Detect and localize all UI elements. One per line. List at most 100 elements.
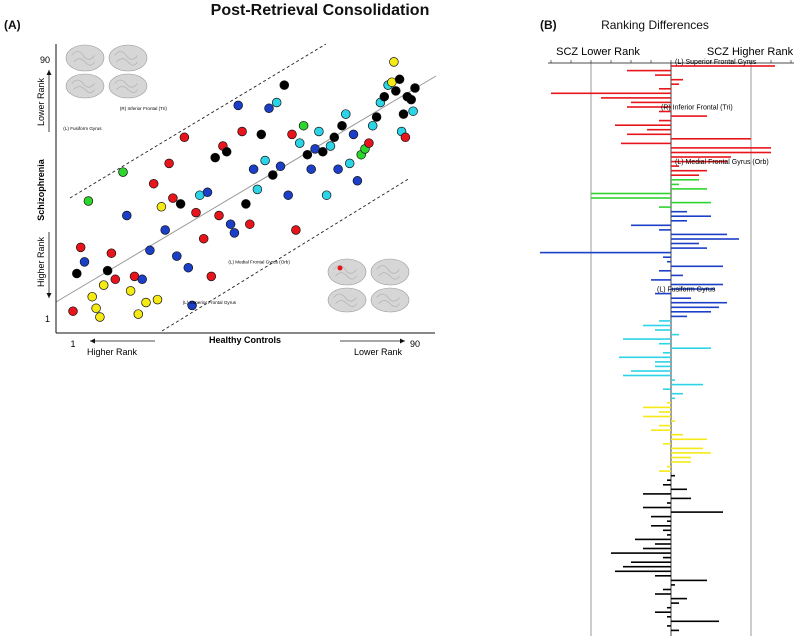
upper-band-line bbox=[69, 43, 327, 199]
scatter-annotation-3: (L) Superior Frontal Gyrus bbox=[183, 300, 237, 305]
scatter-point bbox=[98, 280, 109, 290]
ranking-bar bbox=[671, 65, 775, 67]
ranking-bar bbox=[643, 324, 671, 327]
scatter-point bbox=[206, 271, 217, 282]
ranking-bar bbox=[671, 115, 707, 117]
ranking-bar bbox=[671, 447, 703, 450]
ranking-bar bbox=[655, 292, 671, 295]
ranking-bar bbox=[671, 165, 679, 167]
ranking-bar bbox=[671, 474, 675, 477]
ranking-bar bbox=[655, 575, 671, 577]
scatter-point bbox=[371, 112, 382, 122]
scatter-point bbox=[175, 199, 186, 209]
lower-band-line bbox=[161, 177, 411, 332]
y-direction-top-label: Lower Rank bbox=[36, 77, 46, 126]
ranking-bar bbox=[667, 502, 671, 504]
ranking-bar bbox=[663, 256, 671, 258]
ranking-bar bbox=[671, 497, 691, 500]
scatter-point bbox=[183, 262, 194, 273]
bar-annotation-1: (R) Inferior Frontal (Tri) bbox=[661, 105, 733, 112]
scatter-point bbox=[400, 132, 411, 143]
scatter-point bbox=[291, 225, 301, 235]
ranking-bar bbox=[671, 584, 675, 586]
ranking-bar bbox=[671, 215, 711, 217]
ranking-bar bbox=[623, 338, 671, 340]
identity-line bbox=[55, 75, 437, 303]
ranking-bar bbox=[671, 238, 739, 240]
brain-render-icon bbox=[370, 258, 410, 286]
ranking-bar bbox=[671, 83, 679, 85]
ranking-bar bbox=[643, 415, 671, 418]
ranking-bar bbox=[623, 565, 671, 568]
scatter-point bbox=[367, 120, 378, 131]
bar-marks bbox=[540, 65, 775, 632]
y-tick-90: 90 bbox=[40, 55, 50, 65]
scatter-point bbox=[164, 158, 174, 169]
brain-render-thumbnails bbox=[65, 44, 410, 313]
x-right-arrowhead bbox=[400, 338, 405, 344]
ranking-bar bbox=[659, 424, 671, 427]
scatter-point bbox=[348, 129, 359, 140]
ranking-bar bbox=[671, 629, 679, 632]
ranking-bar bbox=[655, 74, 671, 76]
brain-render-icon bbox=[327, 258, 367, 286]
bar-axes bbox=[548, 60, 794, 636]
ranking-bar bbox=[623, 374, 671, 377]
ranking-bar bbox=[671, 288, 715, 290]
scatter-point bbox=[410, 83, 420, 93]
ranking-bar bbox=[663, 352, 671, 354]
ranking-bar bbox=[659, 470, 671, 472]
bar-annotation-3: (L) Fusiform Gyrus bbox=[657, 287, 716, 294]
brain-render-icon bbox=[327, 287, 367, 313]
scatter-point bbox=[341, 109, 351, 119]
ranking-bar bbox=[667, 606, 671, 609]
y-direction-bottom-label: Higher Rank bbox=[36, 236, 46, 287]
scatter-point bbox=[252, 184, 263, 195]
ranking-bar bbox=[671, 247, 707, 249]
scatter-point bbox=[172, 251, 182, 261]
ranking-bar bbox=[655, 329, 671, 331]
scatter-annotation-2: (L) Medial Frontal Gyrus (Orb) bbox=[228, 259, 290, 264]
ranking-bar bbox=[671, 602, 679, 604]
panel-b-title: Ranking Differences bbox=[601, 18, 709, 32]
scatter-point bbox=[210, 152, 220, 163]
scatter-point bbox=[264, 103, 274, 114]
bar-annotation-2: (L) Medial Frontal Gyrus (Orb) bbox=[675, 159, 769, 166]
ranking-bar bbox=[659, 411, 671, 413]
ranking-bar bbox=[667, 465, 671, 468]
scatter-point bbox=[125, 286, 136, 296]
scatter-annotation-1: (L) Fusiform Gyrus bbox=[63, 126, 102, 131]
ranking-bar bbox=[663, 388, 671, 390]
ranking-bar bbox=[667, 616, 671, 618]
ranking-bar bbox=[627, 106, 671, 108]
ranking-bar bbox=[591, 192, 671, 195]
ranking-bar bbox=[671, 265, 723, 268]
ranking-bar bbox=[671, 347, 711, 349]
ranking-bar bbox=[659, 88, 671, 90]
scatter-point bbox=[179, 132, 190, 143]
ranking-bar bbox=[671, 579, 707, 582]
ranking-bar bbox=[655, 611, 671, 613]
highlight-region-icon bbox=[337, 265, 343, 271]
ranking-bar bbox=[671, 461, 691, 463]
ranking-bar bbox=[671, 174, 699, 176]
scatter-point bbox=[229, 228, 240, 238]
ranking-bar bbox=[651, 279, 671, 281]
ranking-bar bbox=[671, 433, 683, 436]
ranking-bar bbox=[671, 333, 679, 336]
ranking-bar bbox=[551, 92, 671, 95]
scatter-point bbox=[306, 164, 316, 174]
panel-b-label: (B) bbox=[540, 18, 557, 32]
ranking-bar bbox=[643, 493, 671, 495]
scatter-point bbox=[394, 74, 405, 85]
ranking-bar bbox=[671, 306, 719, 309]
ranking-bar bbox=[671, 488, 687, 491]
ranking-bar bbox=[655, 365, 671, 368]
scatter-point bbox=[148, 178, 159, 189]
ranking-bar bbox=[671, 297, 691, 299]
ranking-bar bbox=[635, 538, 671, 541]
scatter-point bbox=[294, 138, 305, 148]
y-bottom-arrowhead bbox=[46, 293, 52, 298]
x-axis-title: Healthy Controls bbox=[209, 335, 281, 345]
ranking-bar bbox=[667, 260, 671, 263]
